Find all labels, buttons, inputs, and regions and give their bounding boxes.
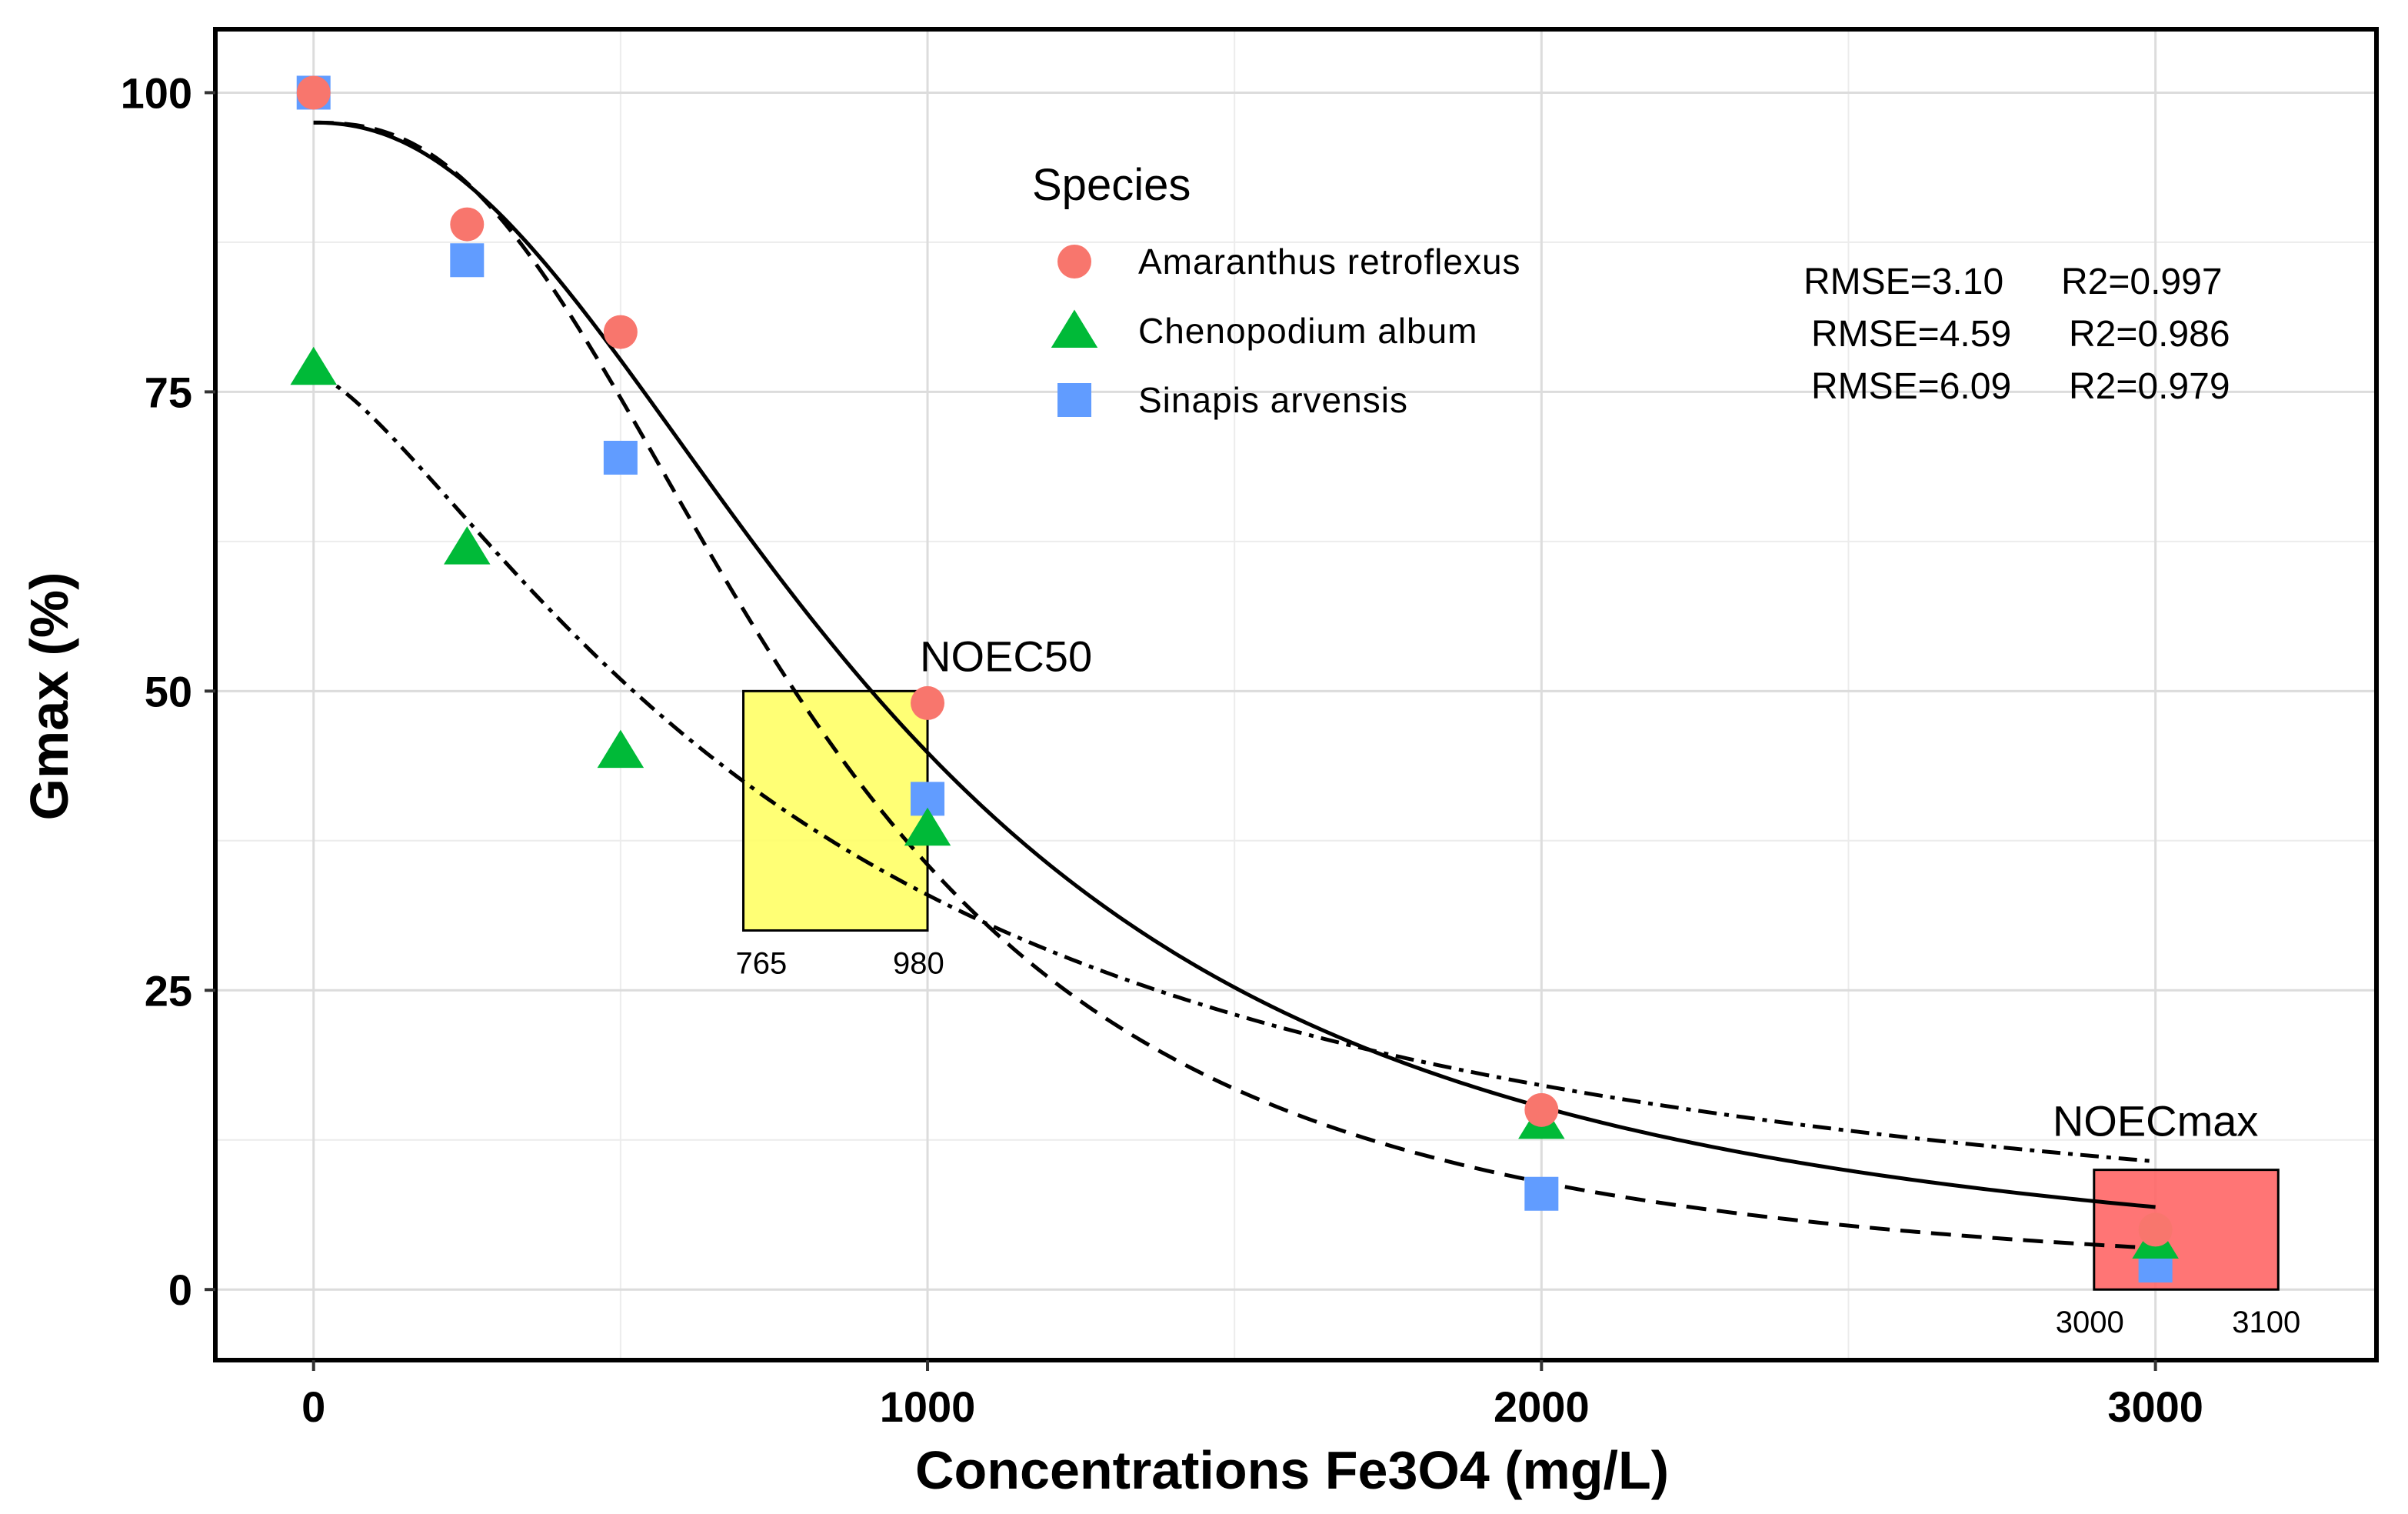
point-sinapis-1 bbox=[450, 243, 485, 278]
point-sinapis-4 bbox=[1524, 1176, 1559, 1211]
point-amaranthus-0 bbox=[296, 75, 331, 110]
fit-curve-2 bbox=[313, 120, 2156, 1250]
stat-r2-3: R2=0.979 bbox=[2069, 366, 2230, 407]
region-noec50 bbox=[742, 689, 929, 932]
point-chenopodium-1 bbox=[444, 526, 491, 565]
y-axis-title: Gmax (%) bbox=[19, 572, 79, 821]
fit-curve-1 bbox=[313, 120, 2156, 1209]
y-axis: 0 25 50 75 100 bbox=[121, 68, 215, 1314]
stat-r2-1: R2=0.997 bbox=[2061, 262, 2223, 302]
point-chenopodium-3 bbox=[904, 807, 951, 846]
region-noecmax bbox=[2093, 1169, 2280, 1291]
regions bbox=[742, 689, 2280, 1291]
region-label-noecmax: NOECmax bbox=[2053, 1097, 2259, 1146]
x-tick-label-2000: 2000 bbox=[1494, 1382, 1590, 1431]
legend-label-3: Sinapis arvensis bbox=[1138, 380, 1408, 420]
data-points bbox=[290, 75, 2179, 1283]
x-tick-label-3000: 3000 bbox=[2107, 1382, 2203, 1431]
x-tick-label-0: 0 bbox=[301, 1382, 325, 1431]
region-high-label-noec50: 980 bbox=[893, 946, 944, 980]
y-tick-label-75: 75 bbox=[145, 368, 192, 416]
region-high-label-noecmax: 3100 bbox=[2232, 1306, 2300, 1339]
stat-r2-2: R2=0.986 bbox=[2069, 314, 2230, 355]
legend-marker-1 bbox=[1057, 245, 1091, 278]
point-amaranthus-5 bbox=[2138, 1212, 2173, 1247]
plot-border bbox=[213, 27, 2379, 1362]
x-axis-title: Concentrations Fe3O4 (mg/L) bbox=[915, 1440, 1669, 1500]
legend-title: Species bbox=[1032, 160, 1191, 210]
point-chenopodium-0 bbox=[290, 346, 337, 385]
legend-marker-2 bbox=[1051, 309, 1098, 348]
y-tick-label-50: 50 bbox=[145, 667, 192, 715]
point-amaranthus-3 bbox=[911, 685, 945, 720]
fit-curve-3 bbox=[312, 372, 2156, 1164]
y-tick-label-100: 100 bbox=[121, 68, 192, 117]
stat-rmse-1: RMSE=3.10 bbox=[1804, 262, 2003, 302]
point-chenopodium-2 bbox=[597, 729, 644, 769]
region-labels: NOEC50 765 980 NOECmax 3000 3100 bbox=[736, 632, 2301, 1339]
region-low-label-noecmax: 3000 bbox=[2056, 1306, 2124, 1339]
region-label-noec50: NOEC50 bbox=[920, 632, 1092, 680]
fit-curves bbox=[312, 120, 2156, 1250]
y-tick-label-25: 25 bbox=[145, 966, 192, 1015]
legend: Species Amaranthus retroflexus Chenopodiu… bbox=[1032, 160, 1521, 420]
legend-label-1: Amaranthus retroflexus bbox=[1138, 242, 1521, 282]
fit-statistics: RMSE=3.10 R2=0.997 RMSE=4.59 R2=0.986 RM… bbox=[1804, 262, 2230, 407]
x-axis: 0 1000 2000 3000 bbox=[301, 1360, 2203, 1431]
grid-minor bbox=[215, 29, 2376, 1360]
point-sinapis-2 bbox=[603, 440, 638, 475]
point-amaranthus-2 bbox=[603, 315, 638, 349]
point-amaranthus-4 bbox=[1524, 1092, 1559, 1127]
legend-label-2: Chenopodium album bbox=[1138, 311, 1478, 351]
legend-entries: Amaranthus retroflexus Chenopodium album S… bbox=[1051, 242, 1521, 420]
region-low-label-noec50: 765 bbox=[736, 946, 788, 980]
y-tick-label-0: 0 bbox=[168, 1266, 192, 1314]
stat-rmse-3: RMSE=6.09 bbox=[1811, 366, 2011, 407]
point-amaranthus-1 bbox=[450, 207, 485, 242]
stat-rmse-2: RMSE=4.59 bbox=[1811, 314, 2011, 355]
x-tick-label-1000: 1000 bbox=[880, 1382, 976, 1431]
legend-marker-3 bbox=[1057, 383, 1091, 417]
